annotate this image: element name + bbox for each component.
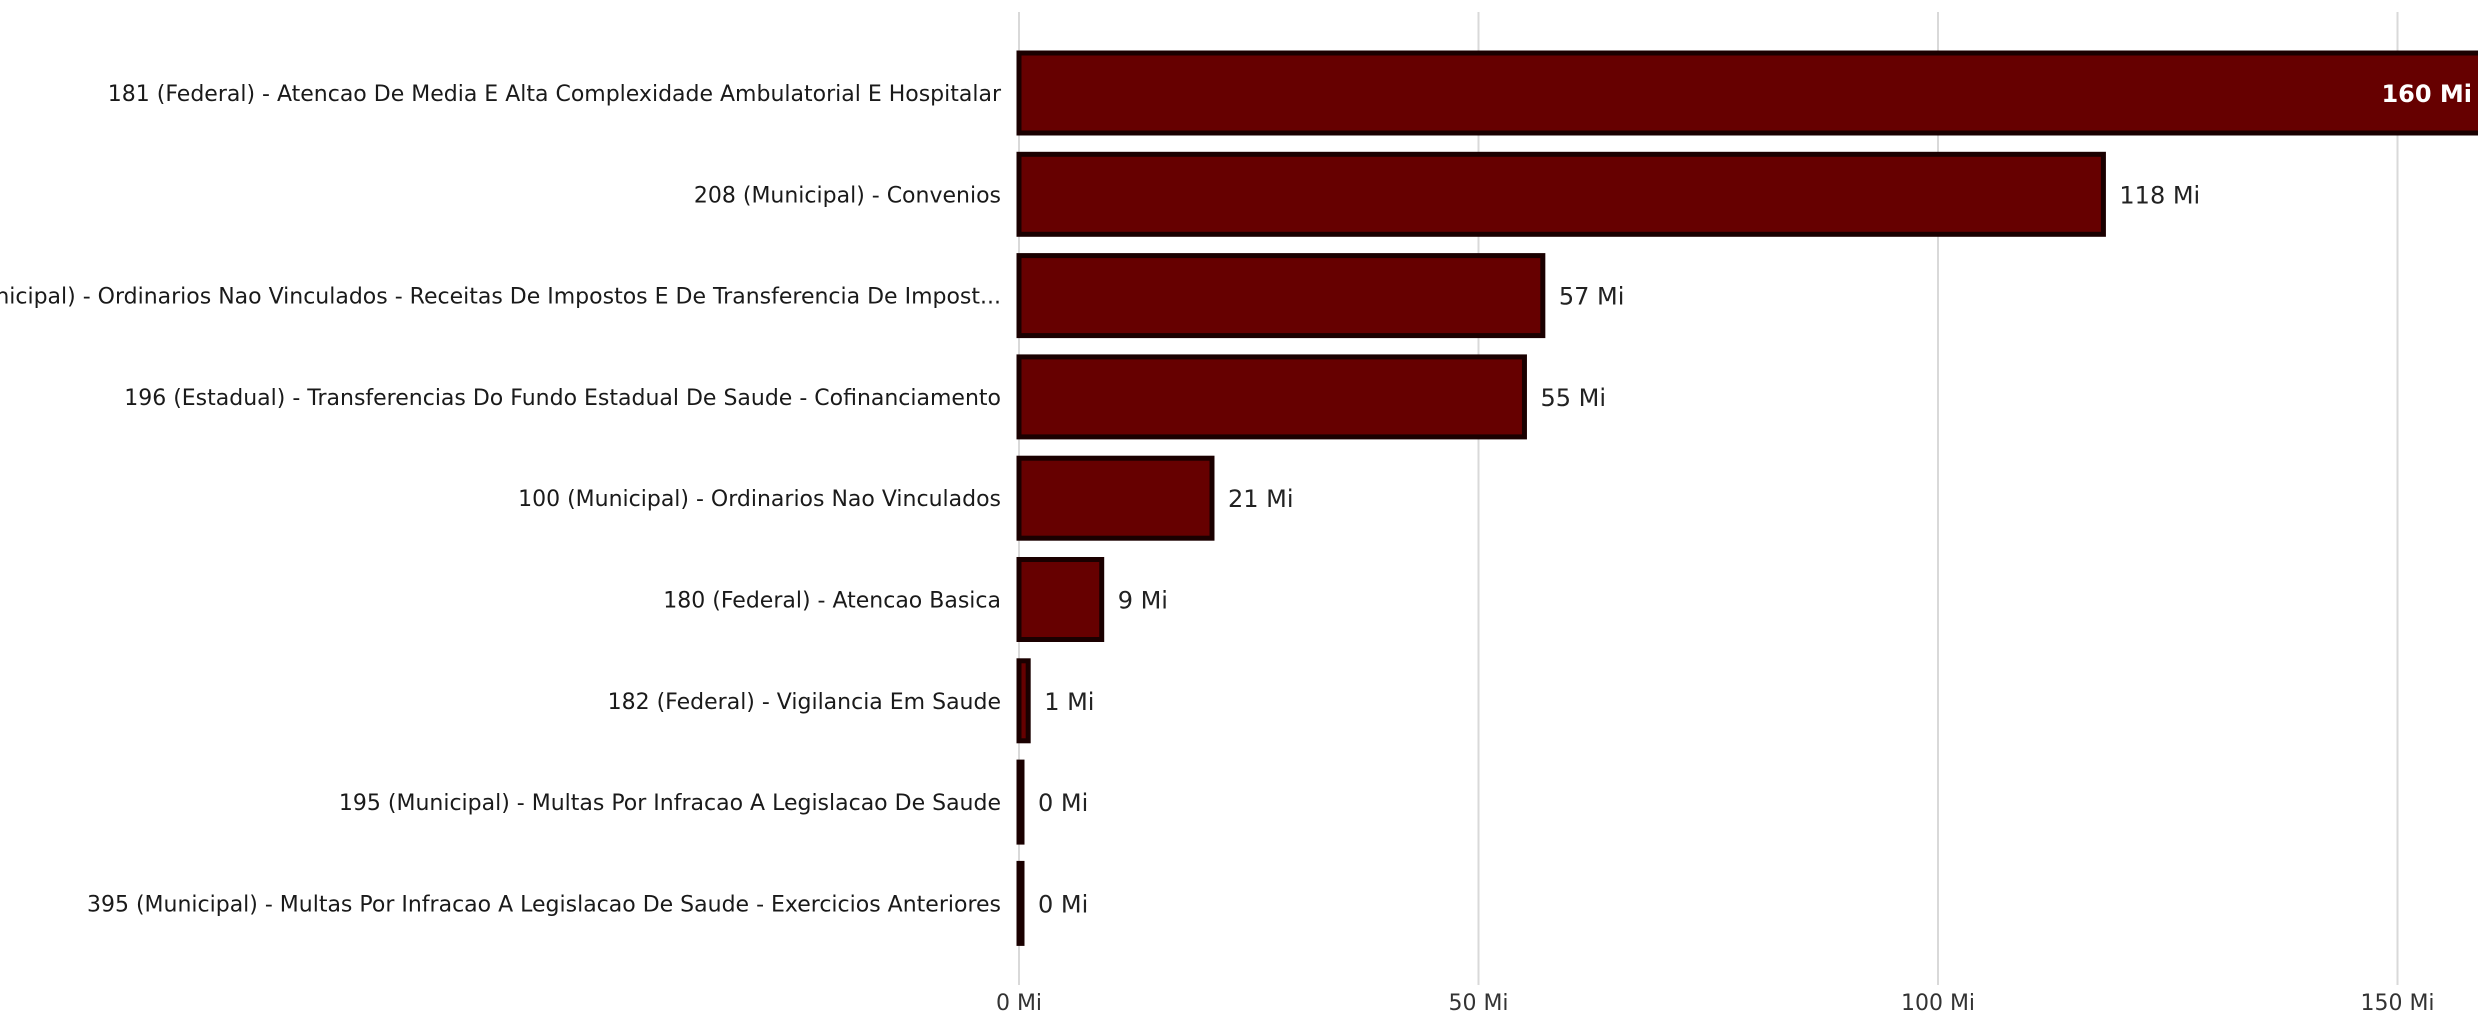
data-label: 0 Mi [1038,890,1088,918]
x-tick-label: 150 Mi [2360,991,2434,1016]
x-axis-ticks: 0 Mi 50 Mi 100 Mi 150 Mi [996,991,2435,1016]
x-tick-label: 50 Mi [1448,991,1508,1016]
bar[interactable] [1016,50,2478,136]
bar[interactable] [1016,759,1025,845]
category-label: 100 (Municipal) - Ordinarios Nao Vincula… [518,487,1001,512]
data-label: 21 Mi [1228,485,1294,513]
data-labels: 160 Mi 118 Mi 57 Mi 55 Mi 21 Mi 9 Mi 1 Mi 0 Mi 0… [1038,80,2472,918]
bar[interactable] [1016,658,1031,744]
data-label: 0 Mi [1038,789,1088,817]
data-label: 160 Mi [2381,80,2472,108]
data-label: 9 Mi [1118,587,1168,615]
bar[interactable] [1016,860,1025,946]
data-label: 57 Mi [1559,283,1625,311]
x-tick-label: 0 Mi [996,991,1042,1016]
bars [1016,50,2478,946]
data-label: 1 Mi [1044,688,1094,716]
category-label: 181 (Federal) - Atencao De Media E Alta … [108,82,1002,107]
category-labels: 181 (Federal) - Atencao De Media E Alta … [0,82,1002,917]
bar[interactable] [1016,253,1546,339]
category-label: 196 (Estadual) - Transferencias Do Fundo… [124,386,1001,411]
category-label: 180 (Federal) - Atencao Basica [663,589,1001,614]
x-tick-label: 100 Mi [1901,991,1975,1016]
bar[interactable] [1016,455,1215,541]
bar[interactable] [1016,354,1527,440]
category-label: 208 (Municipal) - Convenios [694,183,1001,208]
category-label: 395 (Municipal) - Multas Por Infracao A … [87,892,1001,917]
data-label: 55 Mi [1540,384,1606,412]
bar[interactable] [1016,557,1105,642]
category-label: 195 (Municipal) - Multas Por Infracao A … [339,791,1001,816]
bar[interactable] [1016,151,2106,237]
category-label: 182 (Federal) - Vigilancia Em Saude [608,690,1001,715]
data-label: 118 Mi [2119,181,2200,209]
category-label: 119 (Municipal) - Ordinarios Nao Vincula… [0,285,1001,310]
